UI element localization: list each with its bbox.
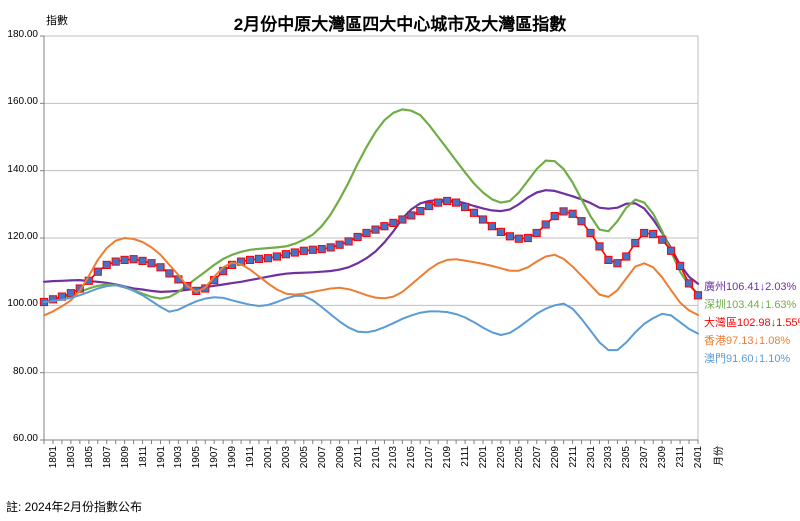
x-tick-label: 2005 xyxy=(299,446,310,468)
y-tick-label: 100.00 xyxy=(0,298,38,309)
x-tick-label: 2309 xyxy=(657,446,668,468)
x-tick-label: 1905 xyxy=(191,446,202,468)
x-tick-label: 月份 xyxy=(710,446,725,466)
y-tick-label: 60.00 xyxy=(0,433,38,444)
x-tick-label: 2007 xyxy=(317,446,328,468)
line-chart-svg xyxy=(0,0,800,521)
x-tick-label: 2011 xyxy=(353,446,364,468)
legend-entry: 大灣區102.98↓1.55% xyxy=(704,314,800,330)
footnote: 註: 2024年2月份指數公布 xyxy=(6,498,142,515)
x-tick-label: 2205 xyxy=(514,446,525,468)
y-axis-title: 指數 xyxy=(46,12,68,28)
x-tick-label: 1903 xyxy=(173,446,184,468)
y-tick-label: 80.00 xyxy=(0,366,38,377)
legend-entry: 香港97.13↓1.08% xyxy=(704,332,790,348)
x-tick-label: 1811 xyxy=(138,446,149,468)
x-tick-label: 2305 xyxy=(621,446,632,468)
x-tick-label: 2111 xyxy=(460,446,471,467)
legend-entry: 廣州106.41↓2.03% xyxy=(704,278,796,294)
x-tick-label: 2107 xyxy=(424,446,435,468)
legend-entry: 澳門91.60↓1.10% xyxy=(704,350,790,366)
y-tick-label: 160.00 xyxy=(0,96,38,107)
x-tick-label: 2103 xyxy=(388,446,399,468)
x-tick-label: 2209 xyxy=(550,446,561,468)
chart-title: 2月份中原大灣區四大中心城市及大灣區指數 xyxy=(0,10,800,35)
x-tick-label: 2401 xyxy=(693,446,704,468)
x-tick-label: 1803 xyxy=(66,446,77,468)
chart-container: { "chart": { "type": "line", "title": "2… xyxy=(0,0,800,521)
x-tick-label: 1807 xyxy=(102,446,113,468)
x-tick-label: 2301 xyxy=(586,446,597,468)
x-tick-label: 1911 xyxy=(245,446,256,468)
x-tick-label: 2211 xyxy=(568,446,579,468)
y-tick-label: 140.00 xyxy=(0,164,38,175)
x-tick-label: 1805 xyxy=(84,446,95,468)
x-tick-label: 2307 xyxy=(639,446,650,468)
y-tick-label: 180.00 xyxy=(0,29,38,40)
x-tick-label: 2003 xyxy=(281,446,292,468)
x-tick-label: 1907 xyxy=(209,446,220,468)
x-tick-label: 2001 xyxy=(263,446,274,468)
legend-entry: 深圳103.44↓1.63% xyxy=(704,296,796,312)
x-tick-label: 2201 xyxy=(478,446,489,468)
x-tick-label: 2303 xyxy=(603,446,614,468)
x-tick-label: 1801 xyxy=(48,446,59,468)
x-tick-label: 2203 xyxy=(496,446,507,468)
x-tick-label: 2207 xyxy=(532,446,543,468)
x-tick-label: 1909 xyxy=(227,446,238,468)
y-tick-label: 120.00 xyxy=(0,231,38,242)
x-tick-label: 2311 xyxy=(675,446,686,468)
x-tick-label: 1901 xyxy=(156,446,167,468)
x-tick-label: 2101 xyxy=(371,446,382,468)
x-tick-label: 1809 xyxy=(120,446,131,468)
x-tick-label: 2109 xyxy=(442,446,453,468)
x-tick-label: 2105 xyxy=(406,446,417,468)
x-tick-label: 2009 xyxy=(335,446,346,468)
